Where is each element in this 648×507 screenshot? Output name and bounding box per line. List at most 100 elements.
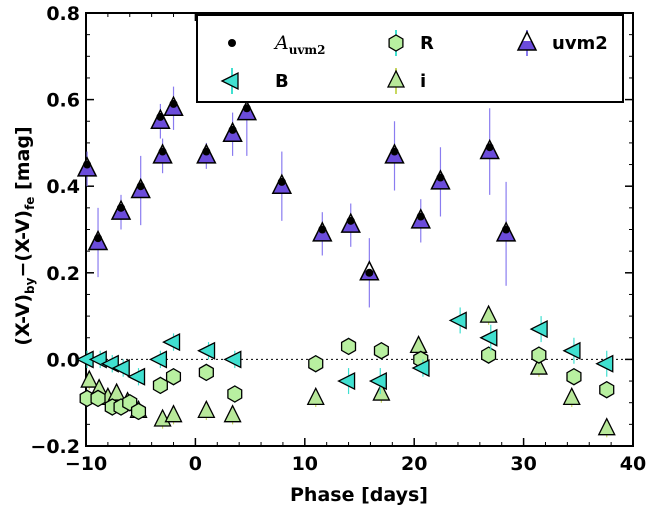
legend-label-r: R [420,33,434,54]
data-point-b [197,341,216,360]
data-point-uvm2 [76,156,98,177]
data-point-i [562,386,581,406]
data-point-a-uvm2 [318,225,327,234]
data-point-i [107,382,126,401]
data-point-b [448,311,467,330]
data-point-r [308,354,324,373]
data-point-a-uvm2 [83,160,92,169]
data-point-r [599,380,615,399]
data-point-uvm2-fill [411,218,430,228]
data-point-uvm2 [236,99,258,121]
y-tick-label: 0.8 [46,3,80,25]
x-tick-label: −10 [65,453,107,475]
data-point-uvm2-fill [153,153,172,163]
data-point-i [197,399,216,419]
data-point-b [162,333,181,352]
data-point-r [340,337,357,356]
data-point-b [368,371,387,391]
data-point-uvm2-fill [237,110,256,120]
series-b [75,307,614,395]
series-r [79,337,615,421]
data-point-b [223,350,242,369]
y-tick-label: 0.0 [46,349,80,371]
data-point-a-uvm2 [485,143,494,152]
data-point-i [409,334,428,354]
data-point-uvm2 [271,173,293,194]
y-axis-label: (X-V)by−(X-V)fe [mag] [12,126,37,345]
data-point-r [373,341,389,360]
data-point-a-uvm2 [436,173,445,182]
data-point-i [372,382,391,401]
data-point-a-uvm2 [502,225,511,234]
data-point-b [148,350,168,369]
data-point-uvm2 [150,108,171,129]
data-point-uvm2-fill [431,179,450,189]
data-point-b [529,320,548,339]
data-point-a-uvm2 [94,234,103,243]
legend-label-a-uvm2: Auvm2 [273,32,325,57]
x-tick-label: 20 [401,453,427,475]
legend-marker-uvm2 [516,30,538,51]
axis-labels: Phase [days] (X-V)by−(X-V)fe [mag] [12,126,428,506]
data-point-b [127,367,146,386]
data-point-b [411,359,430,378]
data-point-uvm2-fill [151,119,170,129]
data-point-r [165,367,182,386]
data-point-uvm2 [312,221,333,242]
data-point-a-uvm2 [156,112,165,121]
data-point-uvm2 [163,95,184,117]
data-point-r [227,385,243,403]
data-point-uvm2 [110,199,132,220]
data-point-b [337,371,356,391]
data-point-uvm2-fill [112,210,131,220]
data-point-a-uvm2 [169,99,178,108]
legend: Auvm2 B R i uvm2 [196,14,624,103]
data-point-b [479,328,498,347]
legend-marker-r [388,34,404,52]
legend-marker-a-uvm2 [228,39,236,47]
data-point-uvm2-fill [78,166,97,176]
data-point-uvm2 [152,143,173,164]
legend-marker-i [386,69,406,88]
data-point-uvm2 [87,229,109,251]
data-point-a-uvm2 [346,216,355,225]
data-point-uvm2 [384,143,405,164]
data-point-r [90,389,106,408]
data-point-a-uvm2 [136,182,145,191]
x-tick-label: 30 [510,453,536,475]
data-point-uvm2 [196,143,217,164]
data-point-i [597,417,616,436]
y-tick-label: 0.4 [46,176,80,198]
data-point-i [80,369,99,388]
data-point-r [531,346,547,364]
data-point-a-uvm2 [228,125,237,134]
legend-label-b: B [275,71,289,92]
data-point-uvm2-fill [341,223,360,233]
data-point-i [529,356,548,375]
data-point-r [198,363,214,382]
data-point-a-uvm2 [365,268,374,277]
plot-area: −10 0 10 20 30 40 −0.2 0.0 0.2 0.4 0.6 0.8 [30,3,646,475]
data-point-a-uvm2 [416,212,425,221]
data-point-uvm2 [430,169,451,190]
data-point-r [130,402,147,421]
data-point-a-uvm2 [390,147,399,156]
data-point-a-uvm2 [158,147,167,156]
data-point-uvm2-fill [197,153,216,163]
legend-label-i: i [420,71,426,92]
y-tick-label: −0.2 [30,436,80,458]
x-tick-label: 10 [292,453,318,475]
x-tick-label: 40 [620,453,646,475]
data-point-i [306,386,325,406]
data-point-b [562,341,581,360]
data-point-a-uvm2 [277,177,286,186]
data-point-uvm2 [340,212,361,233]
data-point-uvm2-fill [164,106,183,116]
data-point-uvm2 [479,138,500,160]
legend-frame [196,14,624,103]
data-point-b [595,354,614,373]
data-point-uvm2-fill [223,132,242,142]
data-point-i [479,304,498,323]
data-point-r [481,346,497,364]
data-point-uvm2-fill [131,188,150,198]
